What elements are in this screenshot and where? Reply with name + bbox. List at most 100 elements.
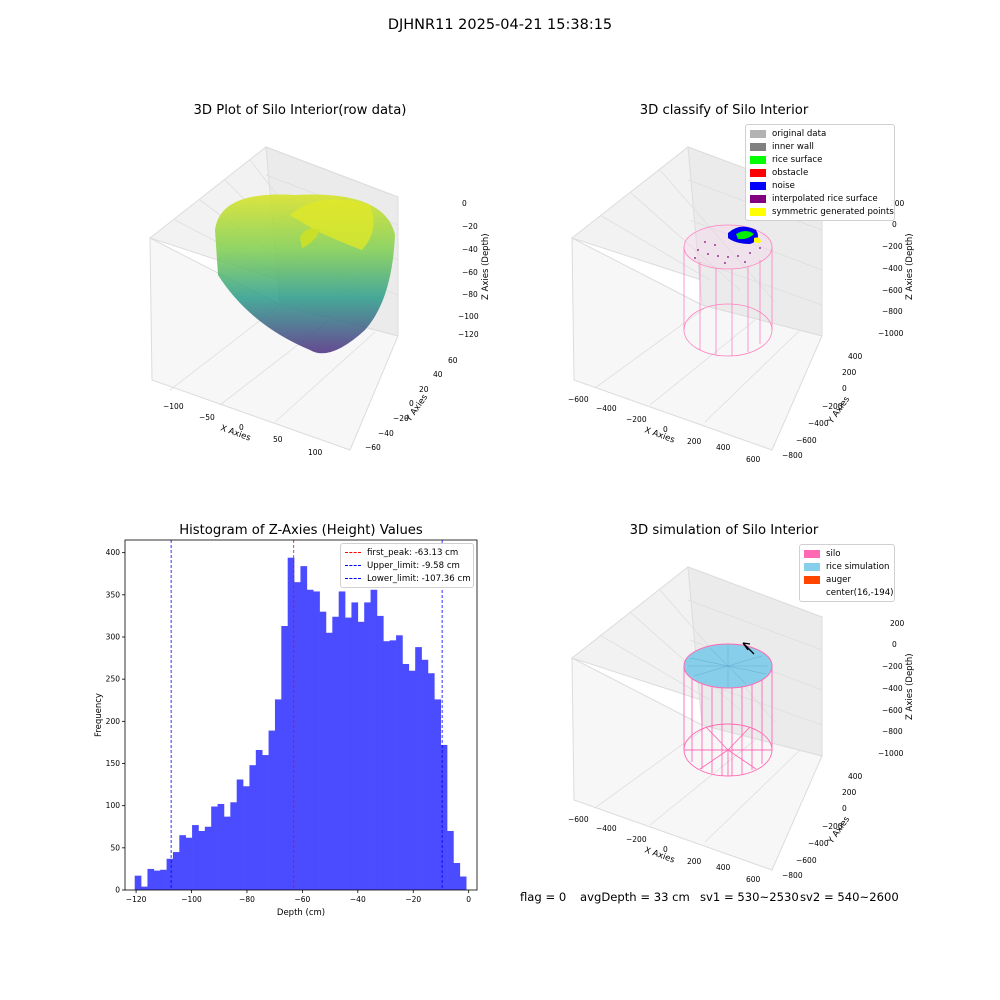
classify-y-tick: −600 (796, 436, 817, 445)
histogram-x-tick-label: −60 (294, 895, 310, 904)
histogram-bar (434, 699, 441, 890)
simulation-y-tick: −600 (796, 856, 817, 865)
simulation-z-tick: −1000 (878, 749, 904, 758)
raw-z-tick: −60 (462, 268, 478, 277)
figure-suptitle: DJHNR11 2025-04-21 15:38:15 (387, 17, 613, 33)
classify-legend-entry: rice surface (750, 153, 890, 166)
simulation-z-tick: −200 (882, 662, 903, 671)
simulation-y-tick: 200 (842, 788, 857, 797)
classify-legend-swatch (750, 142, 766, 151)
classify-y-tick: 400 (848, 352, 863, 361)
raw-x-tick: 100 (308, 448, 323, 457)
raw-x-axis-label: X Axies (219, 423, 252, 443)
histogram-bar (198, 830, 206, 890)
sv1-readout: sv1 = 530~2530 (700, 890, 799, 904)
histogram-bar (319, 611, 327, 890)
histogram-bar (338, 591, 346, 890)
simulation-legend-swatch (804, 562, 820, 571)
raw-x-tick: 0 (239, 423, 244, 432)
simulation-y-tick: −800 (782, 871, 803, 880)
classify-y-tick: 200 (842, 368, 857, 377)
raw-x-tick: −100 (163, 402, 184, 411)
histogram-legend-label: Upper_limit: -9.58 cm (367, 560, 460, 571)
classify-z-tick: −400 (882, 264, 903, 273)
raw-hook-feature (300, 228, 320, 248)
classify-x-tick: −600 (568, 395, 589, 404)
classify-z-tick: 200 (890, 199, 905, 208)
avg-depth-readout: avgDepth = 33 cm (580, 890, 690, 904)
histogram-bar (415, 647, 422, 890)
classify-legend-label: noise (772, 180, 795, 191)
simulation-x-tick: 600 (746, 875, 761, 884)
simulation-legend-swatch (804, 575, 820, 584)
histogram-bar (281, 626, 288, 890)
histogram-legend-swatch (345, 578, 361, 579)
simulation-x-axis-label: X Axies (643, 845, 676, 865)
classify-z-tick: −1000 (878, 329, 904, 338)
simulation-z-tick: 200 (890, 619, 905, 628)
histogram-legend-entry: first_peak: -63.13 cm (345, 546, 469, 559)
histogram-bar (255, 750, 263, 890)
histogram-bar (134, 875, 142, 890)
simulation-3d-plot: 200 0 −200 −400 −600 −800 −1000 −600 −40… (568, 566, 915, 884)
histogram-bar (249, 765, 257, 890)
raw-y-tick: −60 (365, 443, 381, 452)
histogram-y-tick-label: 200 (106, 717, 121, 726)
classify-z-tick: −800 (882, 307, 903, 316)
histogram-legend-label: Lower_limit: -107.36 cm (367, 573, 471, 584)
raw-x-tick: 50 (273, 435, 283, 444)
simulation-legend: silo rice simulation auger center(16,-194) (799, 544, 895, 602)
classify-y-tick: −200 (822, 402, 843, 411)
simulation-x-tick: −400 (596, 824, 617, 833)
simulation-legend-swatch (804, 589, 820, 597)
raw-plot-title: 3D Plot of Silo Interior(row data) (193, 103, 407, 118)
simulation-legend-entry: auger (804, 573, 890, 586)
classify-x-axis-label: X Axies (643, 425, 676, 445)
simulation-z-tick: −600 (882, 706, 903, 715)
histogram-y-tick-label: 400 (106, 548, 121, 557)
classify-legend-swatch (750, 155, 766, 164)
simulation-y-tick: −400 (808, 839, 829, 848)
classify-legend-label: original data (772, 128, 827, 139)
classify-y-tick: −800 (782, 451, 803, 460)
raw-z-tick: −100 (458, 312, 479, 321)
histogram-bar (211, 806, 218, 890)
simulation-z-axis-label: Z Axies (Depth) (905, 653, 915, 720)
histogram-bar (274, 699, 282, 890)
histogram-bar (376, 615, 384, 890)
classify-z-tick: −200 (882, 242, 903, 251)
simulation-y-tick: 0 (842, 804, 847, 813)
classify-z-axis-label: Z Axies (Depth) (905, 233, 915, 300)
classify-legend-entry: inner wall (750, 140, 890, 153)
histogram-bar (364, 602, 371, 890)
histogram-bar (325, 632, 333, 890)
histogram-bar (262, 755, 269, 890)
classify-legend: original data inner wall rice surface obsta… (745, 124, 895, 221)
histogram-bar (427, 673, 435, 890)
histogram-y-tick-label: 300 (106, 632, 121, 641)
raw-z-tick: −80 (462, 290, 478, 299)
classify-plot-title: 3D classify of Silo Interior (639, 103, 809, 118)
histogram-bar (351, 602, 359, 890)
simulation-legend-label: silo (826, 548, 841, 559)
histogram-bar (408, 670, 416, 890)
classify-legend-entry: obstacle (750, 166, 890, 179)
raw-y-axis-label: Y Axies (404, 392, 431, 424)
histogram-bar (453, 863, 461, 890)
simulation-silo-wireframe (683, 667, 773, 777)
histogram-bar (294, 582, 301, 890)
histogram-y-axis-label: Frequency (94, 693, 104, 737)
histogram-bar (306, 589, 314, 890)
histogram-y-tick-label: 100 (106, 801, 121, 810)
histogram-legend-entry: Lower_limit: -107.36 cm (345, 572, 471, 585)
histogram-y-tick-label: 250 (106, 675, 121, 684)
simulation-plot-title: 3D simulation of Silo Interior (629, 523, 819, 538)
simulation-y-tick: −200 (822, 822, 843, 831)
simulation-rice-mesh (688, 644, 768, 688)
classify-symmetric-points (754, 237, 761, 243)
histogram-bar (141, 886, 148, 890)
classify-x-tick: −400 (596, 404, 617, 413)
histogram-bar (402, 663, 410, 890)
histogram-y-tick-label: 150 (106, 759, 121, 768)
raw-y-tick: 0 (409, 399, 414, 408)
